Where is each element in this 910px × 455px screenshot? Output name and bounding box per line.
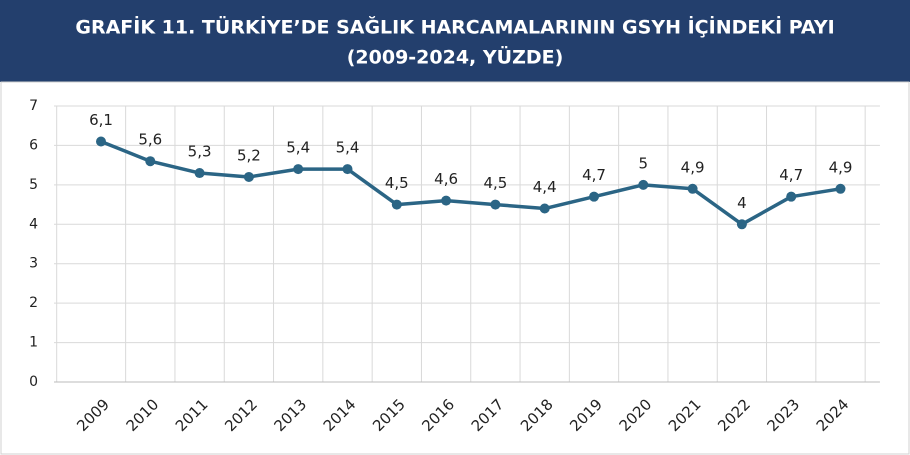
data-point [96, 136, 106, 147]
data-point [687, 183, 698, 194]
data-label: 4,5 [385, 174, 409, 192]
data-label: 5,4 [286, 139, 310, 157]
data-point [490, 199, 501, 210]
data-point [342, 164, 353, 175]
data-label: 4,6 [434, 170, 458, 188]
x-tick-label: 2013 [270, 395, 310, 435]
x-tick-label: 2010 [123, 395, 163, 435]
data-label: 5,4 [336, 139, 360, 157]
data-point [243, 171, 254, 182]
frame [0, 81, 910, 455]
data-label: 4,7 [582, 166, 606, 184]
x-tick-label: 2020 [616, 395, 656, 435]
chart-title: GRAFİK 11. TÜRKİYE’DE SAĞLIK HARCAMALARI… [75, 15, 834, 39]
y-tick-label: 4 [29, 216, 38, 232]
y-tick-label: 0 [29, 374, 38, 390]
header-band [0, 0, 910, 82]
x-tick-label: 2017 [468, 395, 508, 435]
x-tick-label: 2014 [320, 395, 360, 435]
data-label: 5,2 [237, 146, 261, 164]
x-tick-label: 2022 [714, 395, 754, 435]
data-point [589, 191, 599, 202]
data-label: 5,3 [188, 143, 212, 161]
data-point [293, 164, 304, 175]
data-point [391, 199, 402, 210]
data-label: 4,5 [483, 174, 507, 192]
y-tick-label: 7 [29, 98, 38, 114]
x-tick-label: 2011 [172, 395, 212, 435]
x-tick-label: 2024 [813, 395, 853, 435]
data-line [100, 139, 841, 227]
data-point [194, 168, 205, 179]
data-label: 4,9 [681, 158, 705, 176]
data-label: 4,7 [779, 166, 803, 184]
y-tick-label: 5 [29, 177, 38, 193]
x-tick-label: 2015 [369, 395, 409, 435]
data-point [786, 191, 797, 202]
x-tick-label: 2023 [763, 395, 803, 435]
data-point [441, 195, 452, 206]
data-label: 4 [737, 194, 747, 212]
x-tick-label: 2016 [418, 395, 458, 435]
x-tick-label: 2012 [221, 395, 261, 435]
data-label: 5,6 [138, 131, 162, 149]
data-label: 6,1 [89, 111, 113, 129]
data-label: 5 [639, 154, 649, 172]
x-tick-label: 2009 [73, 395, 113, 435]
data-point [736, 219, 747, 230]
y-tick-label: 1 [29, 335, 38, 351]
x-tick-label: 2019 [566, 395, 606, 435]
data-label: 4,4 [533, 178, 557, 196]
data-point [638, 179, 649, 190]
y-tick-label: 6 [29, 137, 38, 153]
data-label: 4,9 [829, 158, 853, 176]
y-tick-label: 2 [29, 295, 38, 311]
data-point [835, 183, 846, 194]
y-tick-label: 3 [29, 256, 38, 272]
data-point [145, 156, 156, 167]
x-tick-label: 2018 [517, 395, 557, 435]
x-tick-label: 2021 [665, 395, 705, 435]
data-point [539, 203, 550, 214]
chart-title: (2009-2024, YÜZDE) [347, 45, 564, 69]
